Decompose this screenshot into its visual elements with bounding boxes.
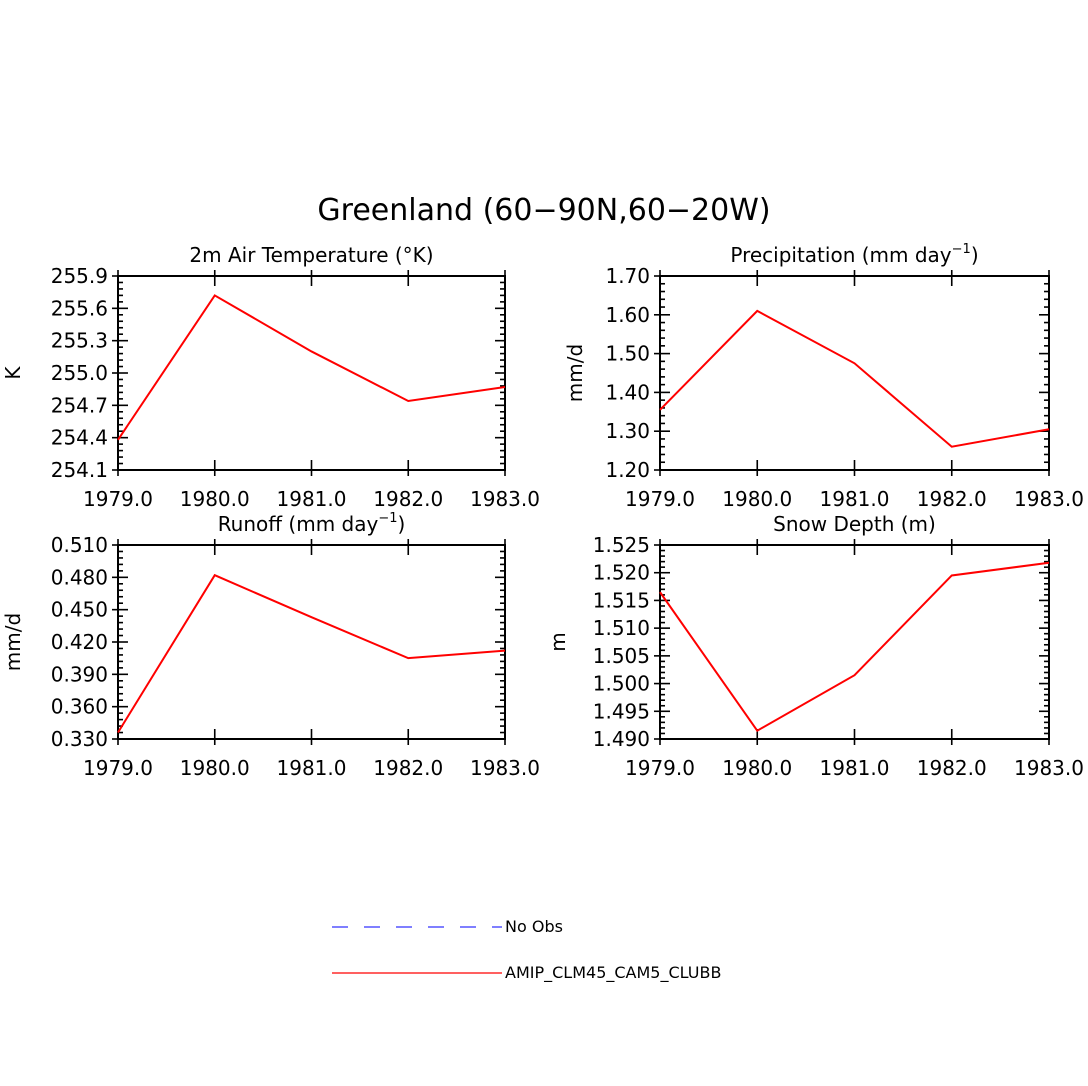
- series-line: [659, 561, 1050, 733]
- y-tick-label: 1.510: [593, 616, 650, 640]
- series-line: [659, 309, 1050, 448]
- y-tick-label: 254.4: [51, 426, 108, 450]
- y-tick-label: 255.6: [51, 296, 108, 320]
- y-tick-label: 0.420: [51, 630, 108, 654]
- x-tick-label: 1979.0: [625, 756, 695, 780]
- plot-frame: [117, 275, 506, 471]
- y-tick-label: 1.40: [605, 380, 650, 404]
- x-tick-label: 1980.0: [722, 756, 792, 780]
- x-tick-label: 1981.0: [277, 756, 347, 780]
- x-tick-label: 1981.0: [820, 487, 890, 511]
- y-axis-label: m: [546, 632, 570, 651]
- x-tick-label: 1980.0: [180, 487, 250, 511]
- x-tick-label: 1979.0: [625, 487, 695, 511]
- y-tick-label: 0.480: [51, 565, 108, 589]
- x-tick-label: 1982.0: [917, 756, 987, 780]
- y-tick-label: 1.30: [605, 419, 650, 443]
- plot-frame: [117, 544, 506, 740]
- x-tick-label: 1982.0: [917, 487, 987, 511]
- legend-label-no-obs: No Obs: [505, 917, 563, 936]
- x-tick-label: 1982.0: [373, 487, 443, 511]
- y-tick-label: 0.330: [51, 727, 108, 751]
- x-tick-label: 1983.0: [470, 487, 540, 511]
- panel-title: Snow Depth (m): [773, 512, 936, 536]
- panel-title-text: 2m Air Temperature (°K): [189, 243, 433, 267]
- panel-2: 1.70 1.60 1.50 1.40 1.30 1.20 1979.0 1980.0 1981…: [563, 242, 1084, 511]
- y-tick-label: 1.490: [593, 727, 650, 751]
- x-tick-label: 1981.0: [277, 487, 347, 511]
- y-tick-label: 254.7: [51, 393, 108, 417]
- panel-title-text: Runoff (mm day: [218, 512, 379, 536]
- panel-3: 0.510 0.480 0.450 0.420 0.390 0.360 0.330 1979.…: [1, 511, 540, 780]
- x-tick-label: 1979.0: [83, 487, 153, 511]
- x-tick-label: 1981.0: [820, 756, 890, 780]
- y-tick-label: 1.520: [593, 561, 650, 585]
- legend-label-model: AMIP_CLM45_CAM5_CLUBB: [505, 963, 721, 983]
- x-tick-label: 1980.0: [180, 756, 250, 780]
- y-tick-label: 0.360: [51, 695, 108, 719]
- panels: 255.9 255.6 255.3 255.0 254.7 254.4 254.1 1979.…: [1, 242, 1084, 780]
- panel-title: 2m Air Temperature (°K): [189, 243, 433, 267]
- panel-title-end: ): [398, 512, 406, 536]
- x-tick-label: 1983.0: [1014, 487, 1084, 511]
- x-tick-label: 1980.0: [722, 487, 792, 511]
- plot-frame: [659, 275, 1050, 471]
- y-tick-label: 1.500: [593, 672, 650, 696]
- y-tick-label: 1.20: [605, 458, 650, 482]
- legend: No Obs AMIP_CLM45_CAM5_CLUBB: [332, 917, 721, 983]
- y-tick-label: 0.450: [51, 598, 108, 622]
- y-tick-label: 1.50: [605, 342, 650, 366]
- panel-title: Runoff (mm day−1): [218, 511, 406, 536]
- panel-1: 255.9 255.6 255.3 255.0 254.7 254.4 254.1 1979.…: [1, 243, 540, 511]
- y-tick-label: 254.1: [51, 458, 108, 482]
- y-tick-label: 1.505: [593, 644, 650, 668]
- y-tick-label: 255.0: [51, 361, 108, 385]
- panel-4: 1.525 1.520 1.515 1.510 1.505 1.500 1.495 1.490…: [546, 512, 1084, 780]
- y-axis-label: mm/d: [563, 344, 587, 402]
- panel-title-text: Precipitation (mm day: [730, 243, 951, 267]
- y-tick-label: 1.525: [593, 533, 650, 557]
- y-tick-label: 255.9: [51, 264, 108, 288]
- panel-title-superscript: −1: [378, 511, 397, 526]
- y-tick-label: 1.495: [593, 699, 650, 723]
- y-tick-label: 1.70: [605, 264, 650, 288]
- x-tick-label: 1979.0: [83, 756, 153, 780]
- y-tick-label: 255.3: [51, 329, 108, 353]
- y-axis-label: mm/d: [1, 613, 25, 671]
- panel-title: Precipitation (mm day−1): [730, 242, 978, 267]
- panel-title-superscript: −1: [952, 242, 971, 257]
- panel-title-text: Snow Depth (m): [773, 512, 936, 536]
- y-tick-label: 0.510: [51, 533, 108, 557]
- panel-title-end: ): [971, 243, 979, 267]
- y-tick-label: 0.390: [51, 662, 108, 686]
- x-tick-label: 1983.0: [470, 756, 540, 780]
- series-line: [117, 294, 506, 441]
- figure-title: Greenland (60−90N,60−20W): [317, 193, 770, 228]
- plot-frame: [659, 544, 1050, 740]
- x-tick-label: 1982.0: [373, 756, 443, 780]
- y-tick-label: 1.515: [593, 588, 650, 612]
- y-axis-label: K: [1, 366, 25, 380]
- series-line: [117, 573, 506, 734]
- y-tick-label: 1.60: [605, 303, 650, 327]
- x-tick-label: 1983.0: [1014, 756, 1084, 780]
